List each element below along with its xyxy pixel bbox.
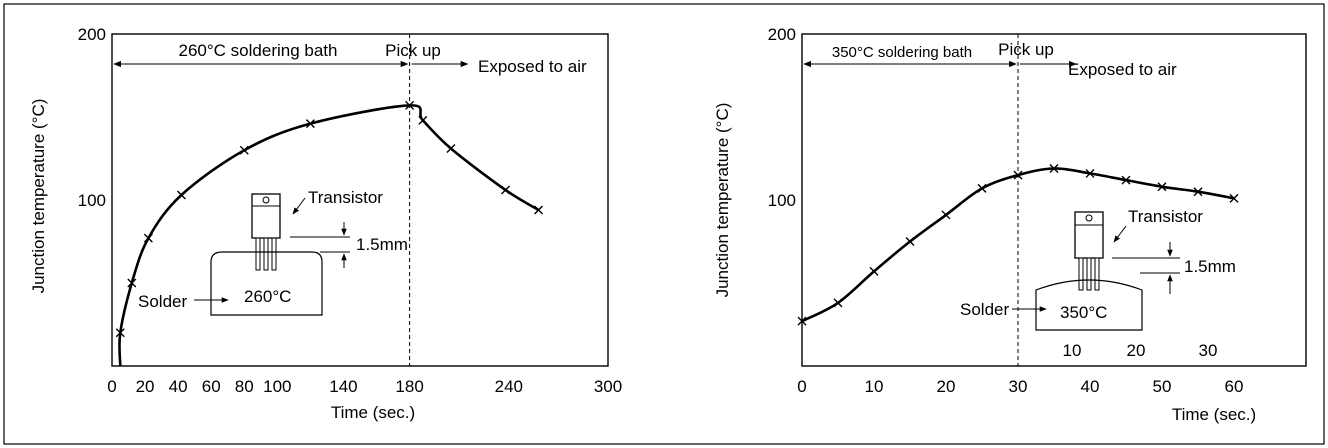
right-air-label: Exposed to air [1068,60,1177,79]
left-solder-label: Solder [138,292,187,311]
right-x-tick-60: 60 [1225,377,1244,396]
right-data-point [977,183,987,193]
left-depth-label: 1.5mm [356,235,408,254]
right-y-tick-200: 200 [768,25,796,44]
left-y-tick-200: 200 [78,25,106,44]
right-stray-tick-2: 20 [1127,341,1146,360]
right-data-point [1193,187,1203,197]
left-x-tick-240: 240 [495,377,523,396]
right-stray-tick-1: 10 [1063,341,1082,360]
left-data-point [500,185,510,195]
right-y-tick-100: 100 [768,191,796,210]
right-data-point [1229,193,1239,203]
right-data-point [833,298,843,308]
right-transistor-body [1074,211,1104,259]
right-transistor-lead-3 [1094,257,1100,291]
left-y-tick-labels: 100 200 [78,25,106,210]
right-x-tick-labels: 0 10 20 30 40 50 60 [797,377,1243,396]
left-x-tick-60: 60 [202,377,221,396]
right-pickup-label: Pick up [998,40,1054,59]
left-data-points [115,100,544,338]
left-pickup-label: Pick up [385,41,441,60]
left-x-tick-0: 0 [107,377,116,396]
left-x-axis-label: Time (sec.) [331,403,415,422]
right-x-tick-10: 10 [865,377,884,396]
left-series-line [118,104,540,367]
right-x-tick-50: 50 [1153,377,1172,396]
right-plot-frame [801,33,1307,367]
left-data-point [418,115,428,125]
left-data-point [405,100,415,110]
right-x-tick-30: 30 [1009,377,1028,396]
right-data-point [1121,175,1131,185]
left-x-tick-100: 100 [263,377,291,396]
right-data-point [869,266,879,276]
left-plot-frame [111,33,609,367]
left-y-axis-label: Junction temperature (°C) [29,99,48,294]
left-bath-label: 260°C soldering bath [179,41,338,60]
right-solder-label: Solder [960,300,1009,319]
right-inset-diagram: 1.5mm Transistor Solder 350°C 10 20 30 [960,207,1236,360]
left-x-tick-20: 20 [136,377,155,396]
left-transistor-lead-1 [255,237,261,271]
left-data-point [446,144,456,154]
left-data-point [239,145,249,155]
right-data-point [1013,170,1023,180]
right-data-point [1157,182,1167,192]
right-y-tick-labels: 100 200 [768,25,796,210]
right-depth-label: 1.5mm [1184,257,1236,276]
right-chart: 0 10 20 30 40 50 60 100 200 Time (sec.) Junctio… [713,25,1307,424]
right-x-tick-40: 40 [1081,377,1100,396]
left-data-point [115,328,125,338]
left-data-point [305,119,315,129]
right-data-points [797,163,1239,326]
right-transistor-pointer [1113,225,1127,243]
left-inset-diagram: 1.5mm Transistor Solder 260°C [138,188,408,316]
left-data-point [176,190,186,200]
right-bath-temp-label: 350°C [1060,303,1107,322]
right-x-axis-label: Time (sec.) [1172,405,1256,424]
left-transistor-lead-3 [271,237,277,271]
left-data-point [127,278,137,288]
right-bath-label: 350°C soldering bath [832,44,972,61]
right-transistor-lead-1 [1078,257,1084,291]
left-x-tick-300: 300 [594,377,622,396]
right-x-tick-20: 20 [937,377,956,396]
right-stray-tick-3: 30 [1199,341,1218,360]
right-bath-outline [1035,279,1143,331]
left-data-point [143,233,153,243]
left-y-tick-100: 100 [78,191,106,210]
left-transistor-lead-2 [263,237,269,271]
left-transistor-hole [262,196,270,204]
right-data-point [941,210,951,220]
outer-border [3,3,1325,445]
right-x-tick-0: 0 [797,377,806,396]
left-x-tick-180: 180 [395,377,423,396]
right-transistor-lead-2 [1086,257,1092,291]
right-y-axis-label: Junction temperature (°C) [713,103,732,298]
right-data-point [797,316,807,326]
right-transistor-hole [1085,214,1093,222]
left-air-label: Exposed to air [478,57,587,76]
left-transistor-label: Transistor [308,188,383,207]
left-x-tick-40: 40 [169,377,188,396]
right-data-point [1085,168,1095,178]
left-x-tick-labels: 0 20 40 60 80 100 140 180 240 300 [107,377,622,396]
right-data-point [905,237,915,246]
left-chart: 0 20 40 60 80 100 140 180 240 300 100 200 Time (se… [29,25,622,422]
left-x-tick-80: 80 [235,377,254,396]
left-transistor-body [251,193,281,239]
left-bath-outline [210,251,323,316]
left-bath-temp-label: 260°C [244,287,291,306]
left-data-point [534,205,544,215]
left-transistor-pointer [292,197,306,215]
left-x-tick-140: 140 [329,377,357,396]
right-data-point [1049,163,1059,173]
right-transistor-label: Transistor [1128,207,1203,226]
